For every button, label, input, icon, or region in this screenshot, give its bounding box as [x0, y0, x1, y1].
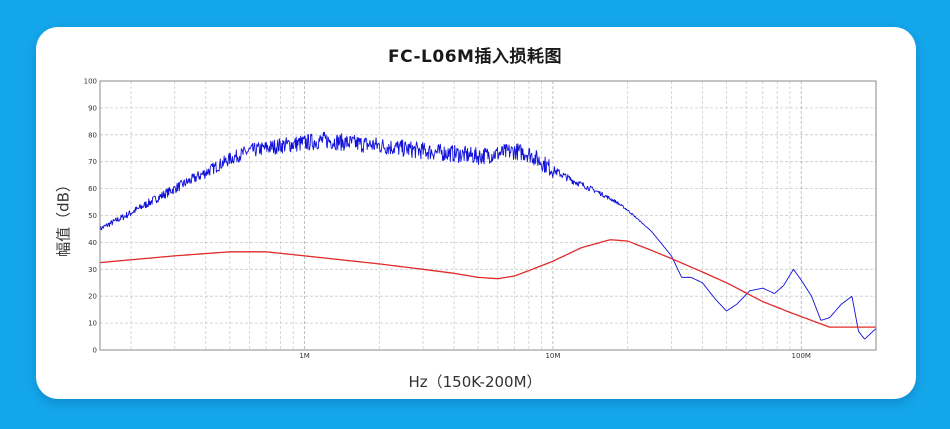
y-tick-label: 50	[88, 212, 97, 220]
plot-frame	[99, 80, 877, 351]
x-tick-labels: 1M 10M 100M	[299, 352, 811, 360]
x-tick-label: 10M	[545, 352, 560, 360]
y-tick-label: 70	[88, 158, 97, 166]
y-tick-labels: 0 10 20 30 40 50 60 70 80 90 100	[84, 78, 97, 355]
y-tick-label: 60	[88, 185, 97, 193]
x-tick-label: 1M	[299, 352, 310, 360]
y-tick-label: 40	[88, 239, 97, 247]
series-lines	[99, 131, 877, 340]
chart-title: FC-L06M插入损耗图	[388, 47, 562, 67]
y-tick-label: 30	[88, 266, 97, 274]
series-line-2	[99, 239, 876, 328]
y-tick-label: 90	[88, 104, 97, 112]
y-tick-label: 0	[93, 347, 97, 355]
x-tick-label: 100M	[792, 352, 811, 360]
x-axis-label: Hz（150K-200M）	[408, 373, 542, 391]
y-tick-label: 20	[88, 293, 97, 301]
y-tick-label: 80	[88, 131, 97, 139]
y-tick-label: 10	[88, 320, 97, 328]
series-line-1	[99, 131, 877, 340]
chart-card	[36, 27, 916, 399]
grid-lines	[100, 80, 876, 351]
y-tick-label: 100	[84, 78, 97, 86]
